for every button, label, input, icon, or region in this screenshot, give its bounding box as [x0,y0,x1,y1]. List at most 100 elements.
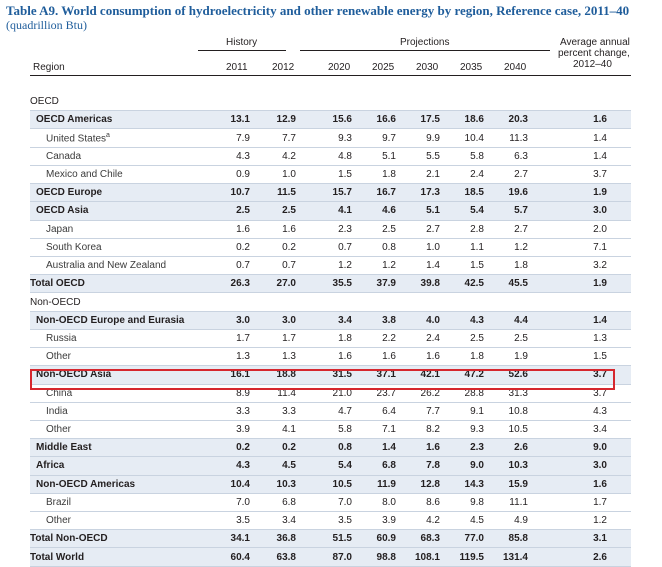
value-cell: 1.2 [338,260,352,272]
value-cell: 1.4 [593,132,607,144]
value-cell: 10.8 [508,405,528,417]
table-row: Other 3.5 3.4 3.5 3.9 4.2 4.5 4.9 1.2 [30,512,631,530]
value-cell: 1.2 [514,241,528,253]
value-cell: 1.4 [426,260,440,272]
table-row: Non-OECD [30,293,631,312]
value-cell: 1.8 [338,332,352,344]
value-cell: 60.9 [376,533,396,545]
value-cell: 0.8 [338,442,352,454]
value-cell: 9.0 [593,442,607,454]
avg-header-line1: Average annual [560,37,630,48]
value-cell: 5.1 [426,205,440,217]
row-label: Total World [30,551,85,563]
table-row: Non-OECD Americas 10.4 10.3 10.5 11.9 12.8 14.… [30,475,631,494]
history-header: History [226,37,258,48]
value-cell: 1.4 [593,314,607,326]
value-cell: 3.0 [593,205,607,217]
year-header-2040: 2040 [504,62,527,73]
table-row: China 8.9 11.4 21.0 23.7 26.2 28.8 31.3 3.7 [30,384,631,403]
value-cell: 31.5 [332,369,352,381]
value-cell [440,93,484,111]
row-label: Australia and New Zealand [46,260,167,272]
table-row: Brazil 7.0 6.8 7.0 8.0 8.6 9.8 11.1 1.7 [30,493,631,512]
value-cell: 16.1 [230,369,250,381]
value-cell: 1.7 [236,332,250,344]
value-cell: 8.6 [426,496,440,508]
value-cell: 42.1 [420,369,440,381]
value-cell: 34.1 [230,533,250,545]
value-cell: 13.1 [230,114,250,126]
value-cell: 1.4 [382,442,396,454]
value-cell: 0.7 [236,260,250,272]
row-label: Total OECD [30,278,85,290]
value-cell: 51.5 [332,533,352,545]
value-cell: 4.5 [282,460,296,472]
value-cell [202,93,250,111]
value-cell: 37.1 [376,369,396,381]
value-cell: 1.6 [593,114,607,126]
value-cell: 11.4 [277,387,296,399]
value-cell: 1.4 [593,150,607,162]
value-cell: 15.7 [332,187,352,199]
value-cell [296,293,352,311]
value-cell: 15.6 [332,114,352,126]
value-cell: 2.3 [338,223,352,235]
value-cell: 1.3 [593,332,607,344]
value-cell: 2.6 [514,442,528,454]
value-cell: 2.7 [514,168,528,180]
value-cell: 8.2 [426,424,440,436]
row-label: OECD [30,96,59,108]
value-cell: 7.1 [593,241,607,253]
table-row: India 3.3 3.3 4.7 6.4 7.7 9.1 10.8 4.3 [30,402,631,421]
value-cell: 1.5 [338,168,352,180]
value-cell: 0.9 [236,168,250,180]
value-cell: 4.3 [236,150,250,162]
value-cell: 10.3 [276,478,296,490]
value-cell: 9.8 [470,496,484,508]
value-cell: 3.4 [593,424,607,436]
value-cell: 1.9 [593,187,607,199]
value-cell: 2.7 [426,223,440,235]
value-cell: 45.5 [508,278,528,290]
value-cell: 31.3 [508,387,528,399]
value-cell: 2.5 [514,332,528,344]
value-cell [296,93,352,111]
table-row: Middle East 0.2 0.2 0.8 1.4 1.6 2.3 2.6 9.0 [30,438,631,457]
projections-header: Projections [400,37,450,48]
row-label: Non-OECD Europe and Eurasia [36,314,185,326]
value-cell: 12.9 [276,114,296,126]
value-cell: 28.8 [464,387,484,399]
value-cell: 5.7 [514,205,528,217]
value-cell: 11.5 [277,187,296,199]
value-cell: 0.2 [282,241,296,253]
value-cell: 47.2 [464,369,484,381]
value-cell: 3.7 [593,168,607,180]
value-cell [440,293,484,311]
year-header-2025: 2025 [372,62,395,73]
value-cell [352,93,396,111]
row-label: China [46,387,73,399]
value-cell: 5.8 [470,150,484,162]
avg-header-line2: percent change, [558,48,630,59]
value-cell: 15.9 [508,478,528,490]
value-cell: 1.5 [593,351,607,363]
value-cell: 8.9 [236,387,250,399]
value-cell: 2.4 [426,332,440,344]
value-cell: 5.5 [426,150,440,162]
value-cell: 119.5 [459,551,484,563]
footnote-marker: a [106,131,110,139]
value-cell: 7.7 [282,132,296,144]
value-cell: 26.2 [420,387,440,399]
value-cell: 17.3 [420,187,440,199]
value-cell: 2.5 [282,205,296,217]
value-cell [352,293,396,311]
value-cell: 4.2 [426,515,440,527]
table-row: Mexico and Chile 0.9 1.0 1.5 1.8 2.1 2.4 2.7 3.7 [30,165,631,184]
value-cell: 9.7 [382,132,396,144]
value-cell: 52.6 [508,369,528,381]
value-cell: 10.3 [508,460,528,472]
table-row: Japan 1.6 1.6 2.3 2.5 2.7 2.8 2.7 2.0 [30,220,631,239]
value-cell: 1.6 [282,223,296,235]
value-cell: 10.4 [464,132,484,144]
value-cell [528,293,631,311]
